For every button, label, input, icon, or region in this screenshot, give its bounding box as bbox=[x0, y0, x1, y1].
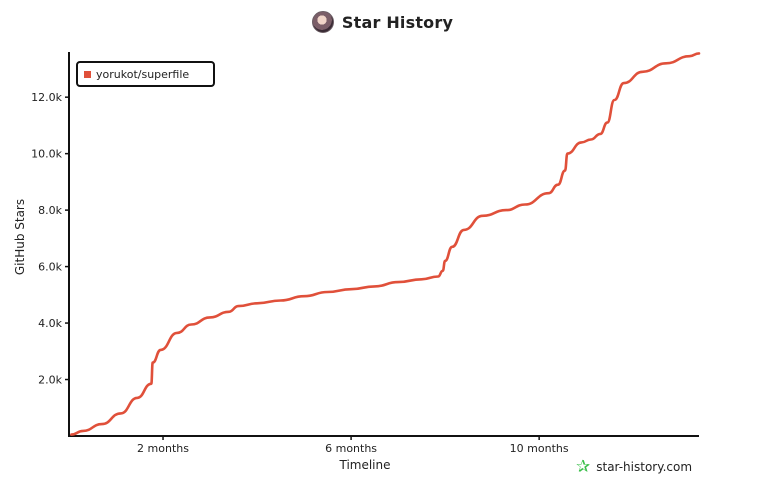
avatar-icon bbox=[311, 11, 334, 33]
y-tick-label: 12.0k bbox=[31, 91, 62, 104]
brand-link[interactable]: ✰ star-history.com bbox=[576, 457, 692, 477]
legend-swatch bbox=[84, 70, 91, 78]
star-icon: ✰ bbox=[576, 456, 591, 477]
legend: yorukot/superfile bbox=[76, 61, 215, 87]
y-tick-label: 6.0k bbox=[38, 261, 62, 274]
y-tick-label: 4.0k bbox=[38, 317, 62, 330]
brand-text: star-history.com bbox=[596, 460, 693, 474]
tick-labels: 2.0k 4.0k 6.0k 8.0k 10.0k 12.0k 2 months 6 mont… bbox=[31, 91, 569, 455]
x-tick-label: 2 months bbox=[137, 442, 189, 455]
chart-title: Star History bbox=[341, 12, 454, 32]
series-line bbox=[70, 52, 701, 436]
y-tick-label: 10.0k bbox=[31, 148, 62, 161]
series-layer bbox=[70, 52, 701, 436]
x-tick-label: 10 months bbox=[510, 442, 569, 455]
chart-header: Star History bbox=[0, 8, 765, 36]
axes bbox=[65, 52, 699, 440]
y-tick-label: 8.0k bbox=[38, 204, 62, 217]
x-tick-label: 6 months bbox=[325, 442, 377, 455]
legend-series-label: yorukot/superfile bbox=[96, 67, 190, 81]
y-tick-label: 2.0k bbox=[38, 374, 62, 387]
y-axis-title: GitHub Stars bbox=[13, 198, 27, 276]
x-axis-title: Timeline bbox=[339, 458, 391, 472]
